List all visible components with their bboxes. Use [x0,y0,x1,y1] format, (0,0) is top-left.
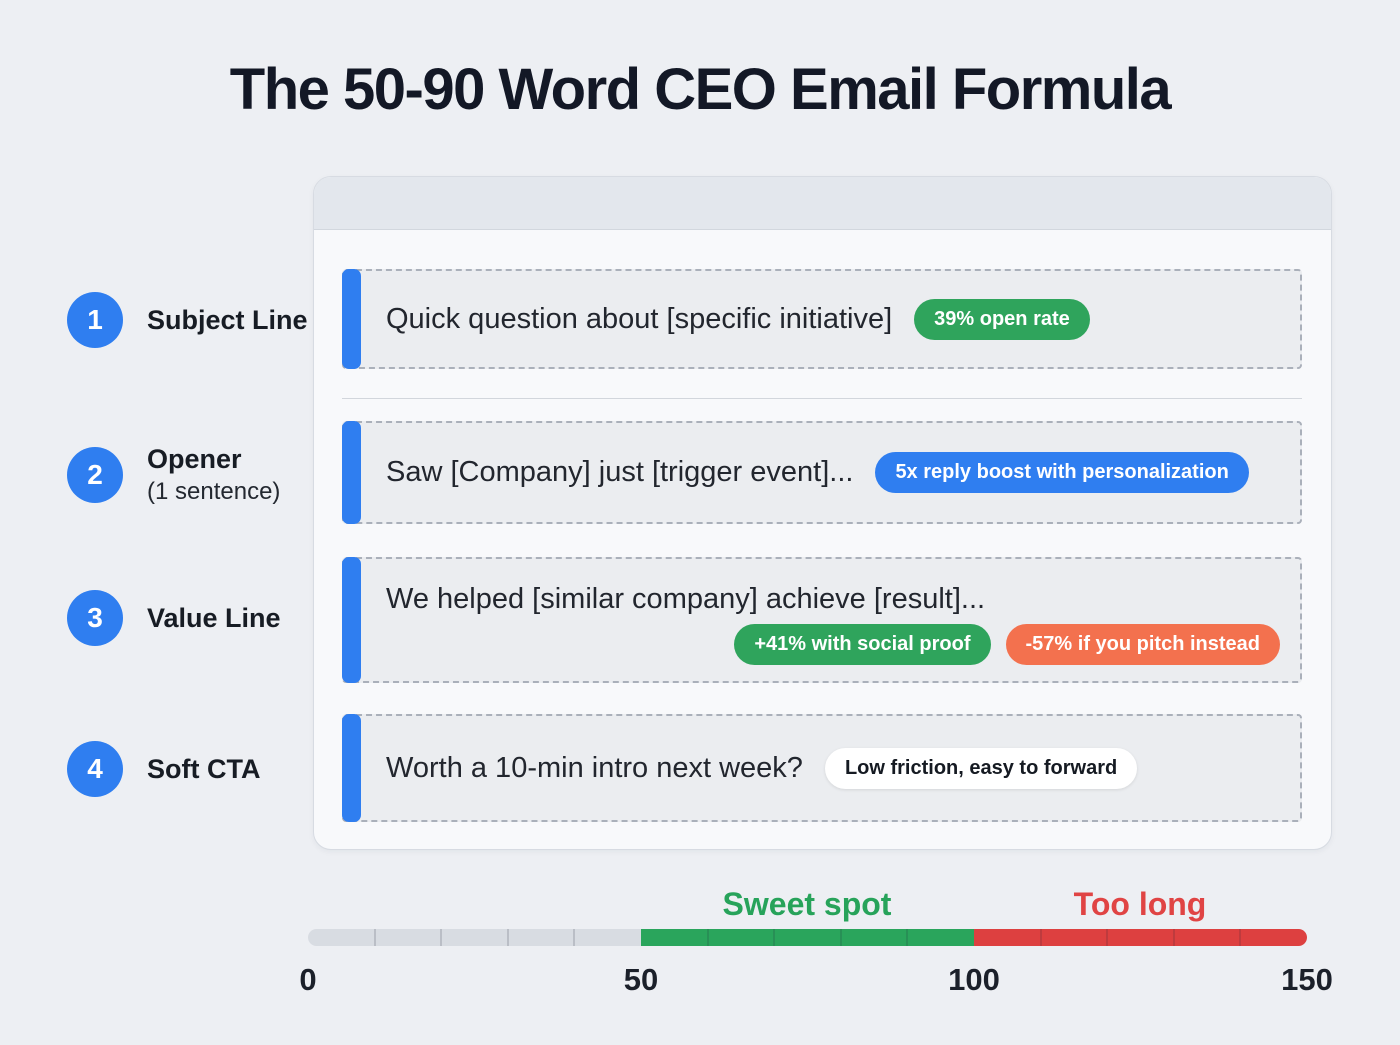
axis-label-0: 0 [299,962,317,997]
accent-bar [342,269,361,369]
sweet-spot-label: Sweet spot [722,886,892,922]
email-card: Quick question about [specific initiativ… [313,176,1332,850]
subject-line-text: Quick question about [specific initiativ… [386,302,893,335]
row-divider [342,398,1302,399]
step-value-line: 3 Value Line [67,590,281,646]
value-line-badges: +41% with social proof -57% if you pitch… [734,624,1280,665]
axis-label-50: 50 [623,962,659,997]
step-subject-line: 1 Subject Line [67,292,308,348]
step-3-circle: 3 [67,590,123,646]
step-1-label: Subject Line [147,304,308,335]
axis-label-150: 150 [1281,962,1333,997]
step-3-label: Value Line [147,602,281,633]
accent-bar [342,714,361,822]
low-friction-badge: Low friction, easy to forward [824,747,1138,789]
step-opener: 2 Opener (1 sentence) [67,444,280,506]
email-card-header [314,177,1331,230]
step-2-circle: 2 [67,447,123,503]
step-4-circle: 4 [67,741,123,797]
step-1-circle: 1 [67,292,123,348]
axis-label-100: 100 [948,962,1000,997]
step-2-label: Opener [147,444,242,474]
reply-boost-badge: 5x reply boost with personalization [875,452,1249,493]
pitch-penalty-badge: -57% if you pitch instead [1005,624,1280,665]
open-rate-badge: 39% open rate [914,298,1090,340]
accent-bar [342,421,361,524]
word-count-bar [308,929,1307,946]
step-2-sublabel: (1 sentence) [147,478,281,505]
soft-cta-text: Worth a 10-min intro next week? [386,751,803,784]
value-line-text: We helped [similar company] achieve [res… [386,583,986,615]
step-soft-cta: 4 Soft CTA [67,741,260,797]
opener-row: Saw [Company] just [trigger event]... 5x… [342,421,1302,524]
opener-text: Saw [Company] just [trigger event]... [386,456,854,488]
soft-cta-row: Worth a 10-min intro next week? Low fric… [342,714,1302,822]
subject-line-row: Quick question about [specific initiativ… [342,269,1302,369]
value-line-row: We helped [similar company] achieve [res… [342,557,1302,683]
too-long-label: Too long [1073,886,1207,922]
step-4-label: Soft CTA [147,753,261,784]
accent-bar [342,557,361,683]
social-proof-badge: +41% with social proof [734,624,991,665]
page-title: The 50-90 Word CEO Email Formula [229,57,1172,122]
